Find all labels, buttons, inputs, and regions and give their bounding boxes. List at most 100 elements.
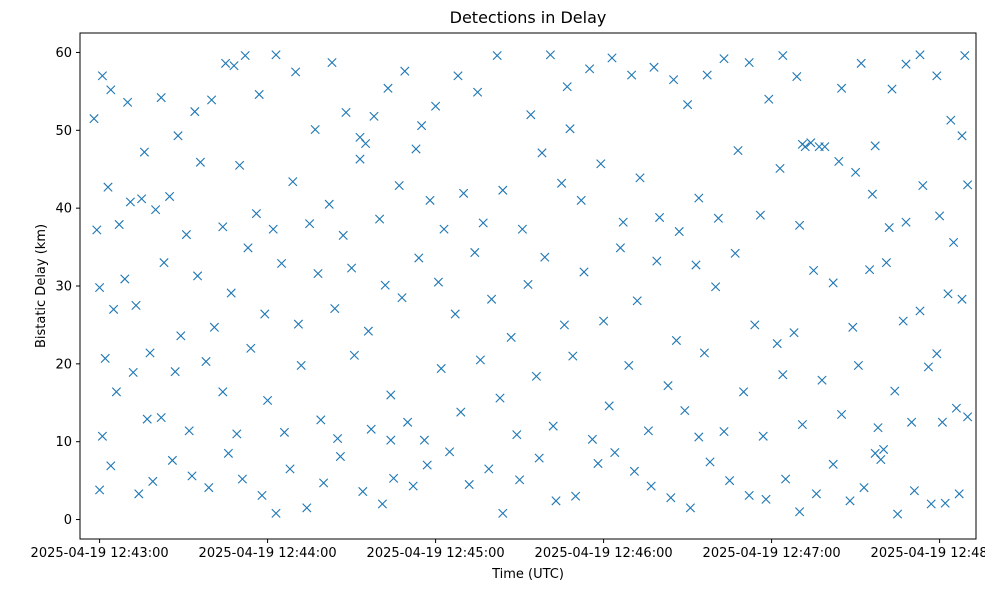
data-point: [232, 429, 242, 439]
data-point: [475, 355, 485, 365]
data-point: [218, 222, 228, 232]
data-point: [610, 448, 620, 458]
data-point: [89, 114, 99, 124]
data-point: [750, 320, 760, 330]
data-point: [517, 224, 527, 234]
data-point: [744, 490, 754, 500]
data-point: [778, 370, 788, 380]
data-point: [375, 214, 385, 224]
data-point: [111, 387, 121, 397]
data-point: [134, 489, 144, 499]
data-point: [937, 417, 947, 427]
y-axis-label: Bistatic Delay (km): [34, 224, 49, 348]
data-point: [226, 288, 236, 298]
data-point: [459, 188, 469, 198]
y-axis-ticks: 0 10 20 30 40 50 60: [55, 46, 80, 528]
data-point: [809, 265, 819, 276]
data-point: [811, 489, 821, 499]
data-point: [627, 70, 637, 80]
data-point: [478, 218, 488, 228]
data-point: [669, 75, 679, 85]
data-point: [453, 71, 463, 81]
data-point: [579, 267, 589, 277]
data-point: [954, 489, 964, 499]
data-point: [568, 351, 578, 361]
data-point: [853, 360, 863, 370]
data-point: [674, 226, 684, 237]
data-point: [145, 348, 155, 358]
data-point: [243, 243, 253, 253]
data-point: [277, 258, 287, 269]
data-point: [358, 486, 368, 497]
data-point: [137, 194, 147, 204]
data-point: [884, 223, 894, 233]
data-point: [221, 58, 231, 68]
plot-frame: [79, 32, 977, 540]
data-point: [680, 405, 690, 416]
data-point: [195, 157, 205, 167]
y-tick-label: 50: [55, 124, 72, 139]
data-point: [901, 59, 911, 69]
data-point: [604, 401, 614, 411]
data-point: [814, 142, 824, 152]
data-point: [618, 217, 628, 227]
data-point: [103, 182, 113, 192]
data-point: [433, 277, 443, 287]
data-point: [559, 320, 569, 330]
data-point: [828, 278, 838, 288]
y-tick-label: 60: [55, 46, 72, 61]
data-point: [204, 483, 214, 493]
data-point: [201, 356, 211, 367]
data-point: [403, 417, 413, 427]
data-point: [123, 97, 133, 107]
data-point: [540, 252, 550, 262]
data-point: [940, 498, 950, 508]
data-point: [795, 220, 805, 230]
data-point: [873, 423, 883, 433]
data-point: [806, 138, 816, 148]
x-axis-label: Time (UTC): [491, 567, 564, 582]
data-point: [235, 160, 245, 170]
data-point: [495, 393, 505, 403]
data-point: [229, 61, 239, 71]
data-point: [310, 124, 320, 135]
data-point: [394, 180, 404, 191]
data-point: [327, 57, 337, 68]
y-tick-label: 10: [55, 435, 72, 450]
data-point: [100, 353, 110, 363]
data-point: [450, 309, 460, 319]
data-point: [666, 493, 676, 503]
data-point: [596, 159, 606, 169]
data-point: [935, 211, 945, 221]
data-point: [148, 476, 158, 486]
data-point: [576, 195, 586, 205]
data-point: [263, 395, 273, 406]
data-point: [120, 274, 130, 284]
data-point: [909, 486, 919, 496]
data-point: [456, 407, 466, 417]
x-axis-ticks: 2025-04-19 12:43:00 2025-04-19 12:44:00 20…: [31, 539, 985, 561]
data-point: [744, 57, 754, 68]
data-point: [705, 457, 715, 467]
data-point: [834, 156, 844, 167]
data-point: [193, 271, 203, 281]
data-point: [95, 485, 105, 495]
data-point: [702, 70, 712, 80]
data-point: [797, 419, 807, 430]
data-point: [932, 349, 942, 359]
data-point: [464, 479, 474, 490]
x-tick-label: 2025-04-19 12:45:00: [367, 546, 505, 561]
y-tick-label: 20: [55, 357, 72, 372]
data-point: [347, 263, 357, 273]
data-point: [223, 448, 233, 458]
data-point: [761, 494, 771, 504]
data-point: [949, 237, 959, 247]
data-point: [125, 197, 135, 207]
data-point: [537, 148, 547, 158]
data-point: [635, 173, 645, 183]
data-point: [865, 265, 875, 275]
data-point: [772, 339, 782, 349]
data-point: [526, 110, 536, 120]
